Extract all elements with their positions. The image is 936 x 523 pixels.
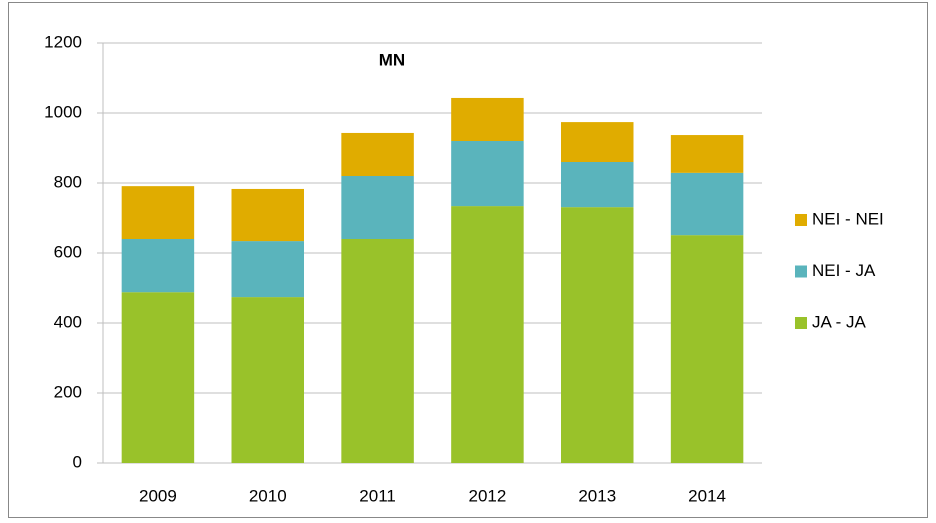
x-tick-label: 2011 — [359, 486, 396, 505]
y-tick-label: 0 — [73, 452, 82, 471]
bar-segment — [121, 186, 195, 239]
y-tick-label: 1200 — [44, 32, 82, 51]
x-tick-label: 2014 — [688, 486, 726, 505]
y-tick-label: 200 — [54, 382, 82, 401]
x-tick-label: 2010 — [249, 486, 287, 505]
bar-segment — [121, 239, 195, 293]
y-tick-label: 400 — [54, 312, 82, 331]
bar-segment — [451, 97, 524, 141]
bar-segment — [670, 135, 744, 173]
bar-segment — [231, 241, 304, 298]
bar-segment — [341, 132, 414, 176]
x-tick-label: 2012 — [469, 486, 507, 505]
y-tick-label: 800 — [54, 172, 82, 191]
y-tick-label: 600 — [54, 242, 82, 261]
x-tick-label: 2013 — [578, 486, 616, 505]
bar-segment — [561, 162, 634, 208]
legend-label: NEI - NEI — [812, 209, 884, 228]
bar-segment — [670, 172, 744, 236]
x-tick-label: 2009 — [139, 486, 177, 505]
bar-segment — [121, 292, 195, 463]
bar-segment — [670, 235, 744, 463]
y-tick-label: 1000 — [44, 102, 82, 121]
bar-segment — [451, 141, 524, 207]
bar-segment — [231, 188, 304, 242]
legend-label: NEI - JA — [812, 261, 876, 280]
legend-swatch — [795, 317, 807, 329]
chart-title: MN — [379, 50, 405, 69]
bar-segment — [341, 239, 414, 463]
bar-segment — [341, 176, 414, 239]
bar-segment — [561, 122, 634, 162]
bar-segment — [451, 206, 524, 463]
legend-swatch — [795, 214, 807, 226]
legend-swatch — [795, 265, 807, 278]
legend-label: JA - JA — [812, 312, 867, 331]
bar-segment — [561, 207, 634, 463]
bar-segment — [231, 297, 304, 463]
